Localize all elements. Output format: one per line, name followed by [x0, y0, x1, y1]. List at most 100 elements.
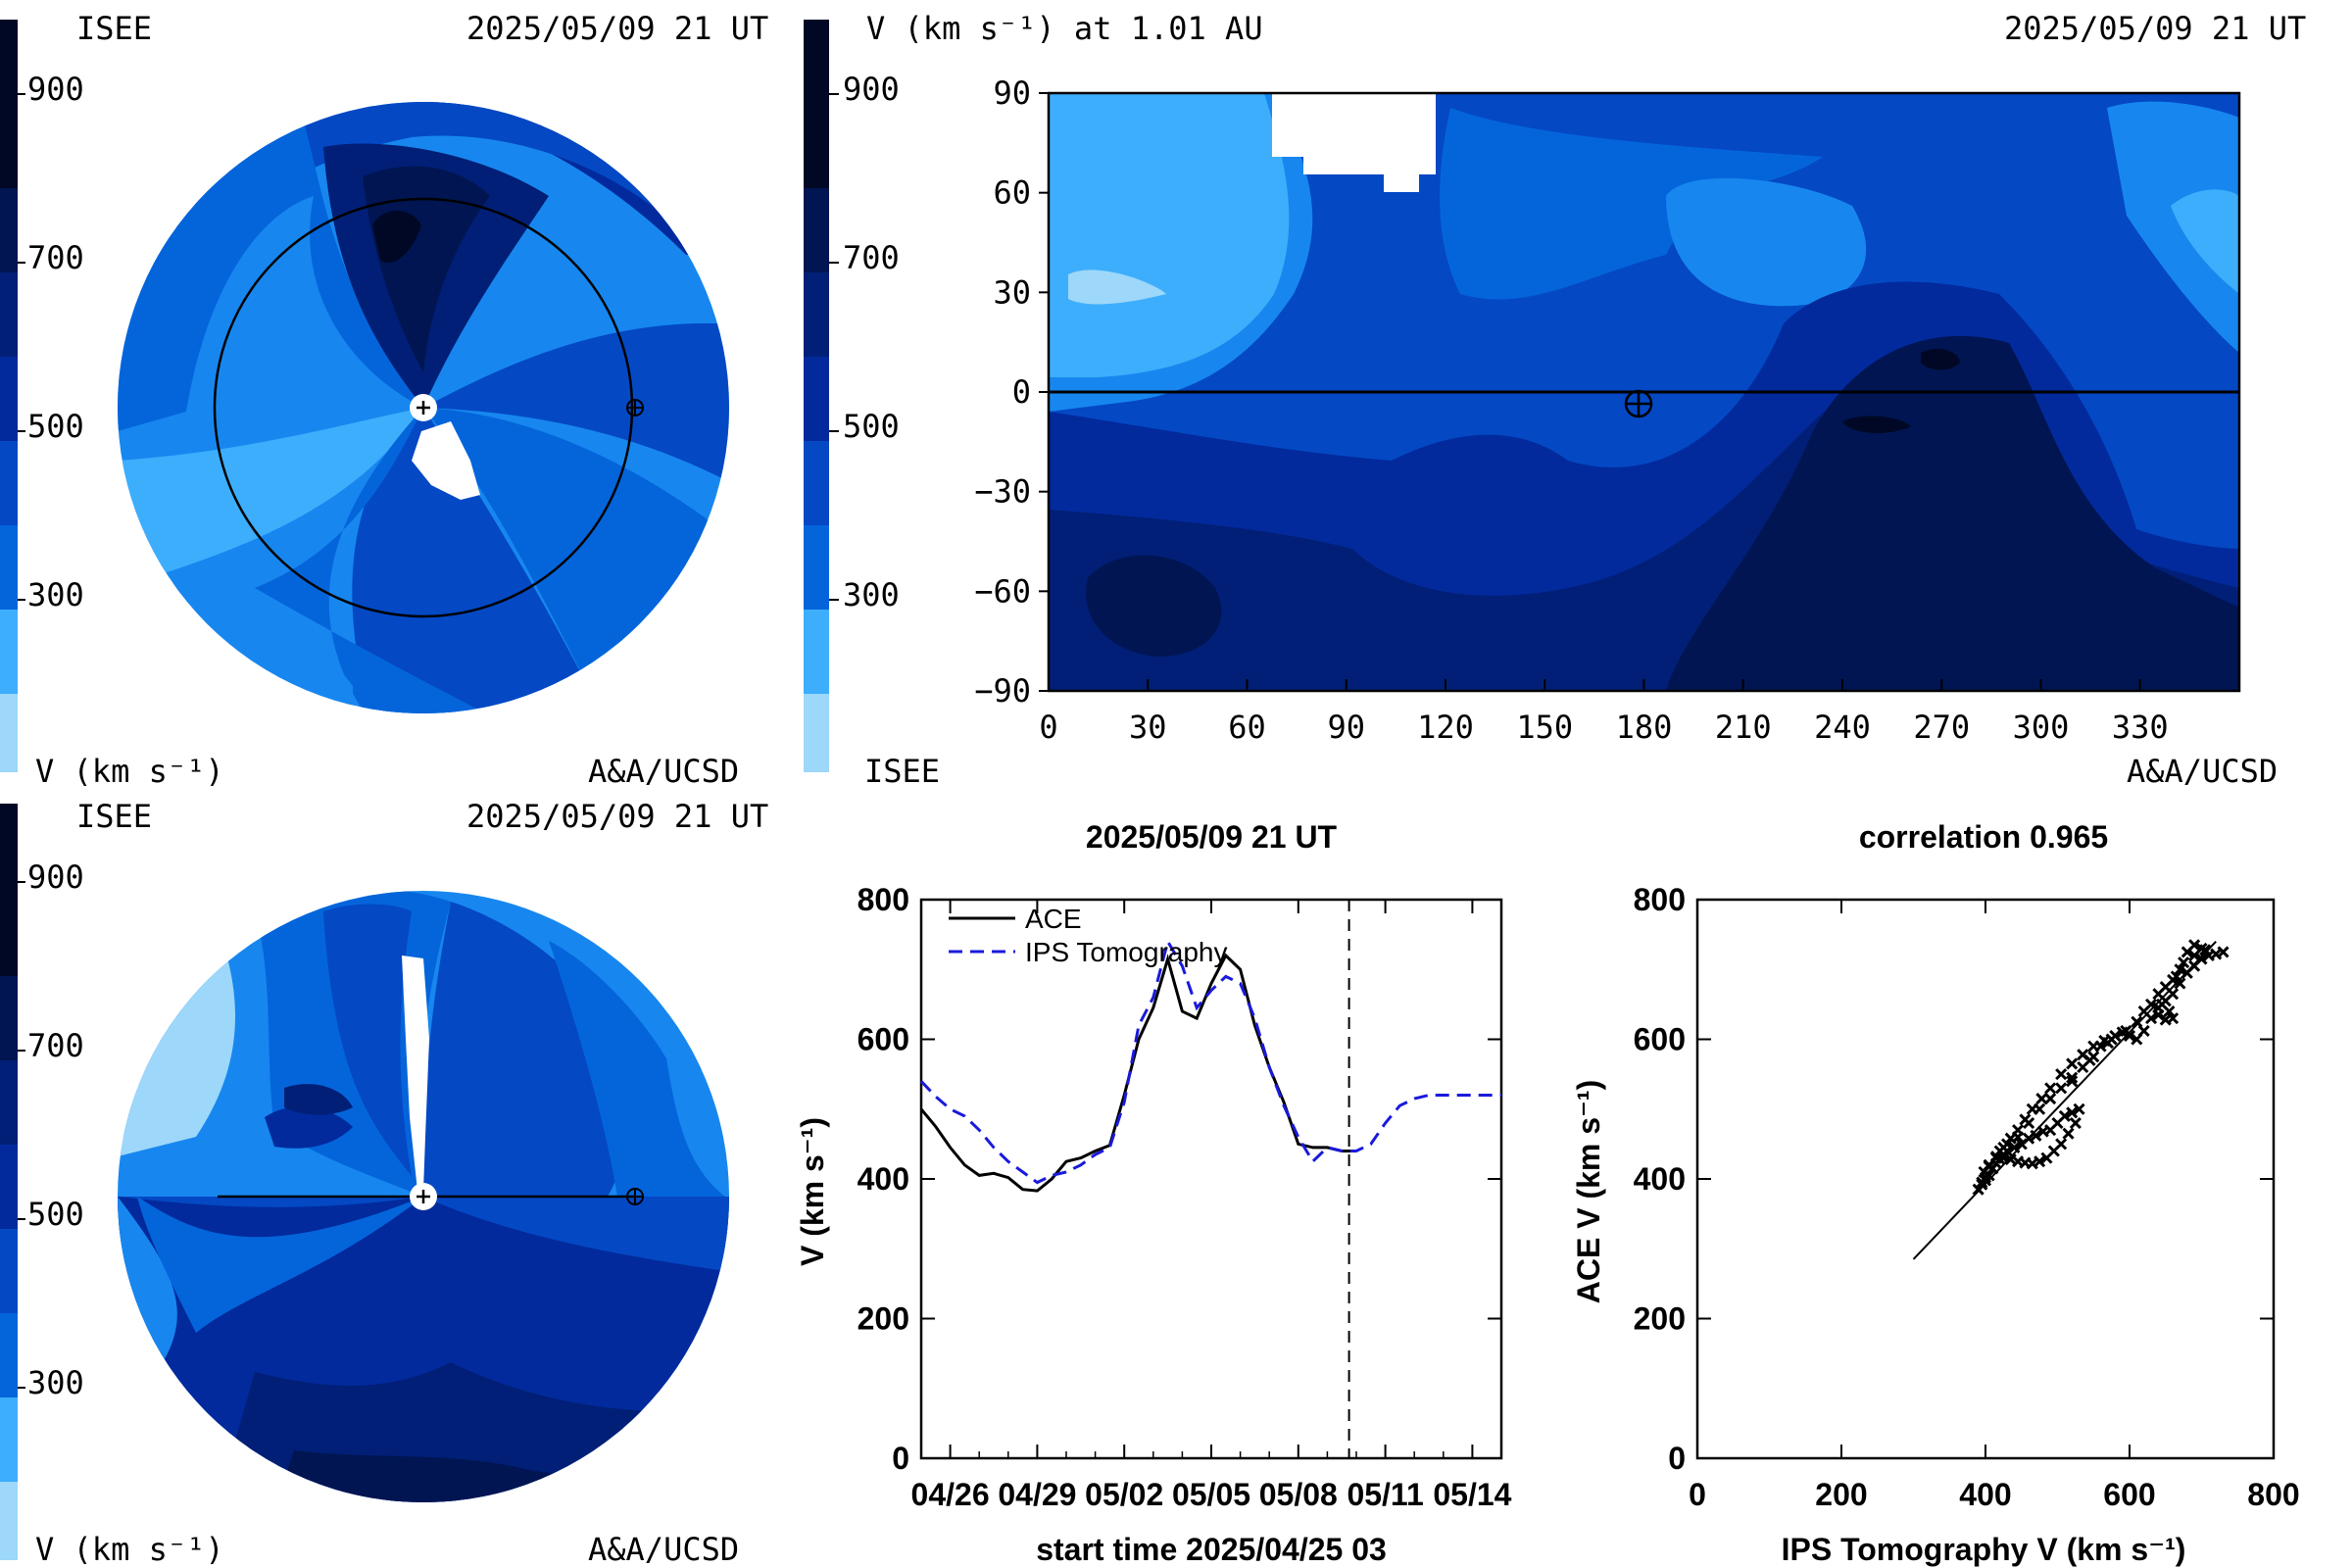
x-axis-label: IPS Tomography V (km s⁻¹)	[1782, 1532, 2186, 1567]
scatter-point	[2058, 1109, 2071, 1122]
scatter-point	[2066, 1057, 2079, 1070]
map-x-tick-label: 180	[1616, 709, 1673, 746]
map-x-tick-label: 300	[2013, 709, 2070, 746]
scatter-point	[2152, 1008, 2165, 1021]
map-y-tick-label: −90	[974, 672, 1031, 710]
scatter-point	[2019, 1113, 2032, 1126]
x-tick-label: 800	[2247, 1477, 2299, 1512]
regression-line	[1912, 941, 2217, 1260]
panel-top-left-ecliptic-view: 900 700 500 300 ISEE 2025/05/09 21 UT V …	[0, 10, 768, 790]
scatter-point	[1997, 1141, 2010, 1154]
scatter-point	[2066, 1071, 2079, 1084]
x-tick-label: 400	[1959, 1477, 2011, 1512]
map-x-tick-label: 120	[1417, 709, 1474, 746]
scatter-point	[2055, 1082, 2068, 1095]
colorbar-tick-label: 900	[27, 858, 84, 896]
map-y-tick-label: −30	[974, 473, 1031, 511]
map-title: V (km s⁻¹) at 1.01 AU	[866, 10, 1263, 47]
map-axes: 0 30 60 90 120 150 180 210 240 270 300 3309060300−3…	[974, 74, 2168, 746]
map-x-tick-label: 0	[1039, 709, 1057, 746]
y-tick-label: 0	[1668, 1441, 1686, 1476]
scatter-point	[2066, 1106, 2079, 1119]
y-tick-label: 200	[858, 1301, 909, 1337]
colorbar-seg	[0, 272, 18, 357]
x-tick-label: 200	[1815, 1477, 1867, 1512]
y-tick-label: 400	[1634, 1161, 1686, 1197]
map-x-tick-label: 150	[1516, 709, 1573, 746]
scatter-point	[2026, 1102, 2038, 1115]
scatter-point	[2174, 963, 2186, 976]
scatter-point	[2178, 956, 2190, 969]
x-tick-label: 05/08	[1259, 1477, 1338, 1512]
x-tick-label: 05/02	[1085, 1477, 1163, 1512]
panel-top-right-synoptic-map: 900 700 500 300 V (km s⁻¹) at 1.01 AU 20…	[804, 10, 2306, 790]
panel-org-label: ISEE	[76, 798, 152, 835]
scatter-point	[1983, 1160, 1995, 1173]
x-tick-label: 05/05	[1172, 1477, 1250, 1512]
map-x-tick-label: 270	[1913, 709, 1970, 746]
scatter-point	[1979, 1171, 1992, 1184]
scatter-point	[2023, 1132, 2035, 1145]
panel-timestamp: 2025/05/09 21 UT	[466, 798, 768, 835]
colorbar-tick-label: 500	[27, 1196, 84, 1233]
map-y-tick-label: −60	[974, 572, 1031, 610]
sun-marker	[410, 1183, 437, 1210]
x-tick-label: 04/29	[998, 1477, 1076, 1512]
colorbar-seg	[0, 188, 18, 272]
scatter-point	[2055, 1068, 2068, 1081]
scatter-point	[2159, 1013, 2172, 1026]
colorbar-tick-label: 900	[843, 71, 900, 108]
scatter-point	[2163, 1004, 2176, 1018]
scatter-point	[2044, 1092, 2057, 1105]
colorbar-seg	[0, 694, 18, 772]
scatter-point	[2101, 1036, 2115, 1050]
scatter-point	[2035, 1092, 2048, 1105]
scatter-point	[2217, 946, 2230, 958]
series-line-ace	[919, 953, 1356, 1193]
y-tick-label: 800	[1634, 882, 1686, 917]
map-credit: A&A/UCSD	[2127, 753, 2278, 790]
scatter-point	[2066, 1075, 2079, 1088]
scatter-point	[2180, 946, 2193, 958]
sun-marker	[410, 394, 437, 421]
colorbar-map: 900 700 500 300	[804, 20, 900, 772]
scatter-point	[2087, 1040, 2100, 1053]
map-y-tick-label: 0	[1012, 373, 1031, 411]
scatter-point	[2044, 1082, 2057, 1095]
map-org-label: ISEE	[864, 753, 940, 790]
colorbar-seg	[0, 441, 18, 525]
y-tick-label: 600	[858, 1022, 909, 1057]
colorbar-tick-label: 500	[843, 408, 900, 445]
correlation-scatter-chart: correlation 0.965 IPS Tomography V (km s…	[1571, 819, 2300, 1567]
y-tick-label: 800	[858, 882, 909, 917]
chart-title: 2025/05/09 21 UT	[1086, 819, 1338, 855]
panel-bottom-left-meridional-view: 900 700 500 300 ISEE 2025/05/09 21 UT V …	[0, 798, 768, 1568]
legend-label: ACE	[1025, 904, 1082, 934]
scatter-point	[2120, 1024, 2132, 1038]
map-x-tick-label: 240	[1814, 709, 1871, 746]
scatter-point	[2083, 1054, 2096, 1066]
scatter-point	[2137, 1004, 2150, 1018]
map-contour-field	[1049, 93, 2239, 691]
legend-label: IPS Tomography	[1025, 937, 1228, 967]
colorbar-tick-label: 700	[27, 239, 84, 276]
scatter-point	[2008, 1141, 2021, 1154]
scatter-point	[2195, 953, 2208, 965]
panel-timestamp: 2025/05/09 21 UT	[466, 10, 768, 47]
x-tick-label: 05/11	[1347, 1477, 1423, 1512]
map-timestamp: 2025/05/09 21 UT	[2004, 10, 2306, 47]
colorbar-tick-label: 300	[843, 576, 900, 613]
y-tick-label: 200	[1634, 1301, 1686, 1337]
map-y-tick-label: 60	[993, 174, 1031, 212]
scatter-point	[2040, 1152, 2053, 1164]
earth-marker	[626, 1188, 644, 1205]
colorbar-top-left: 900 700 500 300	[0, 20, 84, 772]
colorbar-tick-label: 700	[843, 239, 900, 276]
y-tick-label: 0	[892, 1441, 909, 1476]
x-tick-label: 0	[1689, 1477, 1706, 1512]
colorbar-seg	[0, 610, 18, 694]
scatter-point	[2069, 1116, 2082, 1130]
scatter-point	[2062, 1127, 2075, 1140]
x-tick-label: 05/14	[1433, 1477, 1511, 1512]
map-x-tick-label: 210	[1715, 709, 1772, 746]
